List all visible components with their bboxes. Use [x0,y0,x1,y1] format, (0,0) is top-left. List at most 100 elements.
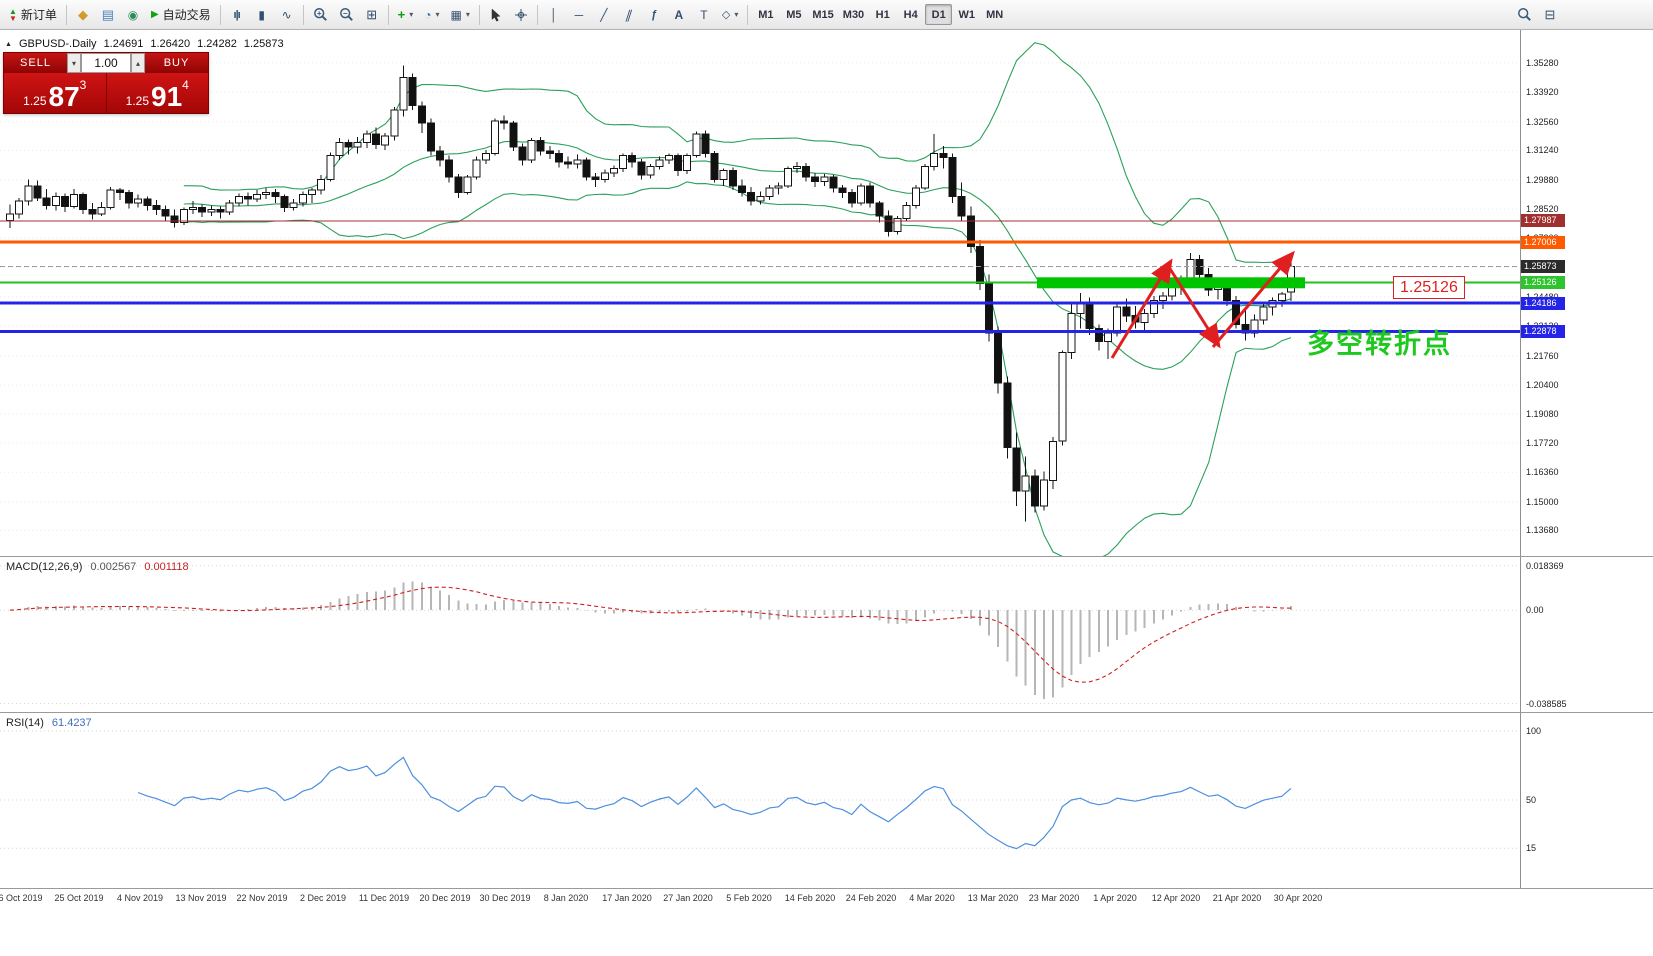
timeframe-m30-button[interactable]: M30 [842,8,865,21]
buy-button[interactable]: BUY [145,53,208,73]
horizontal-line-button[interactable]: ─ [567,3,591,27]
date-label: 20 Dec 2019 [419,893,471,903]
objects-button[interactable]: ◇ ▾ [717,3,743,27]
date-label: 23 Mar 2020 [1028,893,1080,903]
timeframe-d1-button[interactable]: D1 [925,4,953,25]
timeframe-w1-button[interactable]: W1 [958,8,975,21]
search-icon [1517,7,1532,22]
date-label: 30 Apr 2020 [1273,893,1323,903]
sell-price-big: 87 [48,81,80,112]
price-axis-label: 1.16360 [1526,467,1559,477]
symbol-name: GBPUSD-.Daily [18,38,97,50]
chevron-down-icon: ▾ [409,10,414,19]
price-tag: 1.24186 [1521,297,1565,310]
price-axis-label: 1.20400 [1526,380,1559,390]
bar-chart-button[interactable]: ı|ı [225,3,249,27]
candle-chart-button[interactable]: ▮ [250,3,274,27]
price-tag: 1.27006 [1521,236,1565,249]
tile-windows-button[interactable]: ⊞ [360,3,384,27]
volume-increase-button[interactable]: ▴ [131,53,145,73]
chevron-down-icon: ▾ [435,10,440,19]
rsi-label: RSI(14) 61.4237 [6,717,92,729]
trendline-icon: ╱ [600,7,608,22]
chevron-down-icon: ▾ [465,10,470,19]
bar-chart-icon: ı|ı [233,8,241,21]
trendline-button[interactable]: ╱ [592,3,616,27]
chevron-up-icon: ▴ [135,58,140,68]
time-axis[interactable]: 16 Oct 2019 25 Oct 2019 4 Nov 2019 13 Nov 2… [0,888,1653,956]
fibonacci-button[interactable]: ƒ [642,3,666,27]
price-chart-panel[interactable]: 1.35280 1.33920 1.32560 1.31240 1.29880 1.285… [0,30,1653,556]
timeframe-mn-button[interactable]: MN [986,8,1004,21]
timeframe-h1-button[interactable]: H1 [875,8,890,21]
toolbar-button-label: 自动交易 [162,8,211,22]
price-axis[interactable]: 1.35280 1.33920 1.32560 1.31240 1.29880 1.285… [1520,30,1653,556]
auto-trading-button[interactable]: ▶ 自动交易 [146,3,216,27]
timeframe-m1-button[interactable]: M1 [758,8,774,21]
timeframe-m5-button[interactable]: M5 [786,8,802,21]
toolbar-separator [536,4,538,25]
toolbar-separator [478,4,480,25]
macd-axis-label: 0.018369 [1526,561,1564,571]
macd-signal-value: 0.001118 [144,561,189,573]
price-axis-label: 1.17720 [1526,438,1559,448]
label-button[interactable]: T [692,3,716,27]
buy-price-sup: 4 [182,78,189,92]
rsi-axis-label: 50 [1526,795,1537,805]
volume-decrease-button[interactable]: ▾ [67,53,81,73]
channel-button[interactable]: ∥ [617,3,641,27]
zoom-out-icon: − [339,7,354,22]
price-axis-label: 1.31240 [1526,145,1559,155]
rsi-value: 61.4237 [51,717,92,729]
objects-icon: ◇ [721,9,731,21]
timeframe-m15-button[interactable]: M15 [812,8,834,21]
templates-button[interactable]: ▦ ▾ [446,3,475,27]
vline-icon: │ [550,7,558,22]
chart-window-button[interactable]: ⊟ [1538,3,1562,27]
one-click-trading-panel: SELL ▾ 1.00 ▴ BUY 1.25 87 3 1.25 91 4 [3,52,209,114]
navigator-button[interactable]: ◉ [121,3,145,27]
chevron-down-icon: ▾ [71,58,76,68]
date-label: 25 Oct 2019 [54,893,104,903]
candle-chart-icon: ▮ [258,7,265,22]
market-watch-button[interactable]: ◆ [71,3,95,27]
date-label: 13 Nov 2019 [175,893,227,903]
price-axis-label: 1.19080 [1526,409,1559,419]
new-order-button[interactable]: ▲ ▼ 新订单 [4,3,62,27]
ohlc-open: 1.24691 [103,38,144,50]
price-tag: 1.25126 [1521,276,1565,289]
date-label: 16 Oct 2019 [0,893,43,903]
rsi-panel[interactable]: 100 50 15 RSI(14) 61.4237 [0,712,1653,888]
search-button[interactable] [1512,3,1537,27]
toolbar-button-label: 新订单 [20,8,57,22]
date-label: 12 Apr 2020 [1151,893,1201,903]
macd-main-value: 0.002567 [90,561,137,573]
svg-text:−: − [343,9,348,18]
data-window-button[interactable]: ▤ [96,3,120,27]
price-axis-label: 1.21760 [1526,351,1559,361]
new-chart-button[interactable]: + ▾ [393,3,419,27]
collapse-triangle-icon[interactable]: ▲ [5,40,12,48]
profiles-button[interactable]: ◔ ▾ [419,3,444,27]
date-label: 13 Mar 2020 [967,893,1019,903]
buy-price-button[interactable]: 1.25 91 4 [107,73,209,113]
cursor-button[interactable] [484,3,508,27]
line-chart-button[interactable]: ∿ [275,3,299,27]
zoom-out-button[interactable]: − [334,3,359,27]
volume-input[interactable]: 1.00 [81,53,131,73]
zoom-in-button[interactable]: + [308,3,333,27]
text-button[interactable]: A [667,3,691,27]
sell-price-button[interactable]: 1.25 87 3 [4,73,106,113]
date-label: 11 Dec 2019 [358,893,410,903]
timeframe-h4-button[interactable]: H4 [903,8,918,21]
symbol-info-bar: ▲ GBPUSD-.Daily 1.24691 1.26420 1.24282 … [5,38,284,50]
date-label: 1 Apr 2020 [1093,893,1137,903]
crosshair-button[interactable] [509,3,533,27]
macd-panel[interactable]: 0.018369 0.00 -0.038585 MACD(12,26,9) 0.00… [0,556,1653,712]
line-chart-icon: ∿ [281,7,292,22]
price-axis-label: 1.33920 [1526,87,1559,97]
order-icon: ▲ ▼ [9,6,17,23]
vertical-line-button[interactable]: │ [542,3,566,27]
sell-button[interactable]: SELL [4,53,67,73]
macd-axis: 0.018369 0.00 -0.038585 [1520,557,1653,712]
